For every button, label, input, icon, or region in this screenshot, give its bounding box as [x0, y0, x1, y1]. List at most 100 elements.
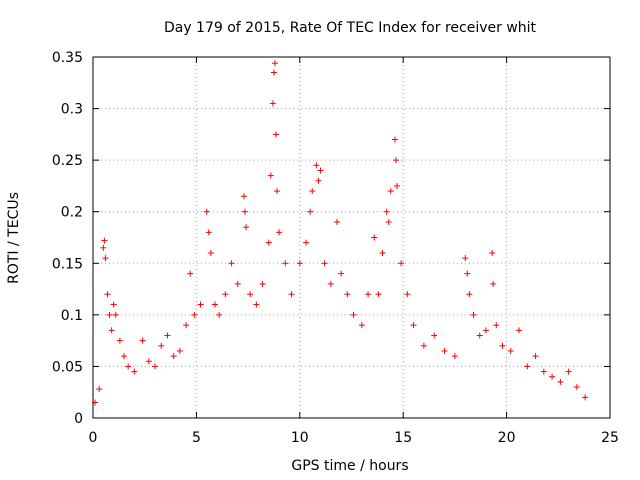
data-marks	[92, 60, 589, 406]
data-point	[222, 291, 229, 298]
data-point	[104, 291, 111, 298]
data-point	[108, 327, 115, 334]
data-point	[387, 188, 394, 195]
y-tick-label: 0.05	[52, 359, 83, 375]
data-point	[241, 208, 248, 215]
data-point	[234, 280, 241, 287]
data-point	[489, 249, 496, 256]
data-point	[420, 342, 427, 349]
data-point	[493, 322, 500, 329]
data-point	[207, 249, 214, 256]
y-axis-label: ROTI / TECUs	[6, 192, 22, 284]
data-point	[110, 301, 117, 308]
data-point	[197, 301, 204, 308]
data-point	[321, 260, 328, 267]
data-point	[296, 260, 303, 267]
data-point	[392, 157, 399, 164]
data-point	[183, 322, 190, 329]
data-point	[176, 347, 183, 354]
y-ticks: 0 0.05 0.1 0.15 0.2 0.25 0.3 0.35	[52, 50, 610, 427]
data-point	[524, 363, 531, 370]
data-point	[557, 378, 564, 385]
data-point	[410, 322, 417, 329]
y-tick-label: 0.25	[52, 153, 83, 169]
data-point	[582, 394, 589, 401]
data-point	[327, 280, 334, 287]
data-point	[307, 208, 314, 215]
data-point	[253, 301, 260, 308]
y-tick-label: 0.35	[52, 50, 83, 66]
data-point	[158, 342, 165, 349]
data-point	[344, 291, 351, 298]
data-point	[216, 311, 223, 318]
data-point	[317, 167, 324, 174]
data-point	[573, 384, 580, 391]
data-point	[476, 332, 483, 339]
data-point	[391, 136, 398, 143]
y-tick-label: 0.2	[61, 205, 83, 221]
y-tick-label: 0	[74, 411, 83, 427]
data-point	[100, 244, 107, 251]
data-point	[398, 260, 405, 267]
data-point	[228, 260, 235, 267]
data-point	[371, 234, 378, 241]
data-point	[273, 131, 280, 138]
data-point	[532, 353, 539, 360]
data-point	[276, 229, 283, 236]
data-point	[379, 249, 386, 256]
data-point	[334, 219, 341, 226]
data-point	[365, 291, 372, 298]
x-ticks: 0 5 10 15 20 25	[89, 57, 619, 446]
data-point	[499, 342, 506, 349]
data-point	[101, 237, 108, 244]
data-point	[112, 311, 119, 318]
x-tick-label: 15	[394, 430, 412, 446]
y-tick-label: 0.1	[61, 308, 83, 324]
data-point	[152, 363, 159, 370]
data-point	[139, 337, 146, 344]
data-point	[482, 327, 489, 334]
data-point	[549, 373, 556, 380]
plot-frame	[92, 56, 611, 419]
data-point	[96, 386, 103, 393]
data-point	[303, 239, 310, 246]
data-point	[565, 368, 572, 375]
data-point	[507, 347, 514, 354]
data-point	[540, 368, 547, 375]
data-point	[466, 291, 473, 298]
data-point	[212, 301, 219, 308]
data-point	[288, 291, 295, 298]
x-tick-label: 5	[192, 430, 201, 446]
data-point	[145, 358, 152, 365]
data-point	[309, 188, 316, 195]
data-point	[375, 291, 382, 298]
data-point	[271, 60, 278, 67]
data-point	[358, 322, 365, 329]
data-point	[315, 177, 322, 184]
data-point	[243, 224, 250, 231]
y-tick-label: 0.3	[61, 102, 83, 118]
data-point	[205, 229, 212, 236]
data-point	[170, 353, 177, 360]
data-point	[270, 69, 277, 76]
data-point	[247, 291, 254, 298]
data-point	[470, 311, 477, 318]
x-axis-label: GPS time / hours	[291, 458, 408, 474]
data-point	[187, 270, 194, 277]
data-point	[125, 363, 132, 370]
data-point	[164, 332, 171, 339]
x-tick-label: 25	[601, 430, 619, 446]
data-point	[102, 255, 109, 262]
data-point	[350, 311, 357, 318]
data-point	[338, 270, 345, 277]
x-tick-label: 0	[89, 430, 98, 446]
data-point	[191, 311, 198, 318]
data-point	[404, 291, 411, 298]
data-point	[121, 353, 128, 360]
y-gridlines	[93, 108, 610, 367]
chart-title: Day 179 of 2015, Rate Of TEC Index for r…	[164, 20, 537, 36]
y-tick-label: 0.15	[52, 256, 83, 272]
data-point	[282, 260, 289, 267]
data-point	[240, 193, 247, 200]
